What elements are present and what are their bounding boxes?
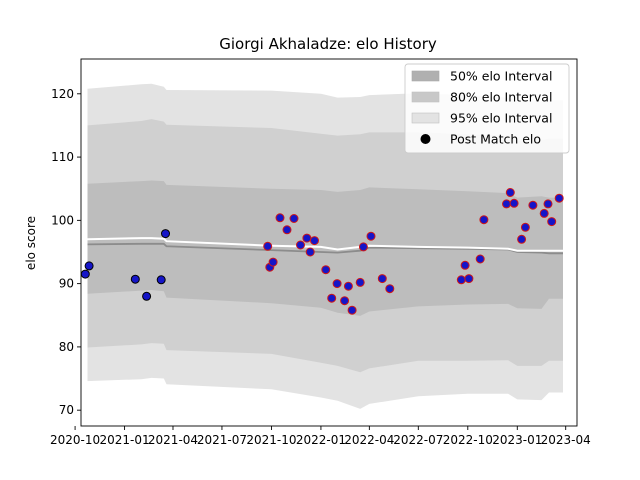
legend-label: Post Match elo: [450, 132, 541, 147]
legend-label: 80% elo Interval: [450, 90, 552, 105]
post-match-point: [377, 274, 387, 284]
post-match-point: [539, 208, 549, 218]
x-tick-label: 2022-04: [344, 433, 394, 447]
post-match-point: [479, 215, 489, 225]
mean-elo-line: [87, 242, 563, 255]
x-tick-label: 2023-01: [492, 433, 542, 447]
post-match-point: [142, 291, 152, 301]
post-match-points: [80, 188, 564, 315]
legend: 50% elo Interval 80% elo Interval 95% elo …: [404, 63, 570, 154]
x-tick-label: 2023-04: [541, 433, 591, 447]
post-match-point: [321, 265, 331, 275]
y-tick-label: 70: [59, 403, 74, 417]
x-tick-label: 2021-01: [100, 433, 150, 447]
post-match-point: [366, 231, 376, 241]
x-tick-label: 2022-07: [393, 433, 443, 447]
post-match-point: [310, 236, 319, 246]
legend-swatch: [411, 70, 440, 82]
post-match-point: [355, 277, 365, 287]
x-tick-label: 2021-10: [246, 433, 296, 447]
legend-swatch: [411, 112, 440, 124]
post-match-point: [130, 274, 140, 284]
post-match-point: [509, 198, 519, 208]
post-match-point: [84, 261, 94, 271]
post-match-point: [161, 229, 170, 239]
post-match-point: [460, 260, 470, 270]
legend-label: 95% elo Interval: [450, 111, 552, 126]
y-axis: 70 80 90 100 110 120: [51, 87, 81, 417]
post-match-point: [347, 305, 357, 315]
post-match-point: [385, 284, 395, 294]
x-tick-label: 2020-10: [50, 433, 100, 447]
post-match-point: [282, 225, 292, 235]
post-match-point: [547, 217, 557, 227]
post-match-point: [80, 269, 90, 279]
post-match-point: [343, 281, 353, 291]
post-match-point: [358, 242, 368, 252]
post-match-point: [554, 193, 564, 203]
y-tick-label: 110: [51, 150, 74, 164]
post-match-point: [302, 233, 312, 243]
plot-area: [80, 58, 578, 427]
post-match-point: [464, 274, 474, 284]
y-tick-label: 90: [59, 277, 74, 291]
legend-marker: [420, 134, 431, 144]
post-match-point: [456, 275, 466, 285]
y-axis-label: elo score: [24, 216, 38, 270]
interval-bands: [87, 83, 563, 409]
post-match-point: [275, 213, 285, 223]
post-match-point: [517, 234, 527, 244]
x-tick-label: 2022-10: [443, 433, 493, 447]
chart-title: Giorgi Akhaladze: elo History: [219, 35, 437, 53]
x-tick-label: 2022-01: [296, 433, 346, 447]
post-match-point: [505, 188, 515, 197]
y-tick-label: 120: [51, 87, 74, 101]
axes-frame: [80, 58, 578, 427]
y-tick-label: 100: [51, 213, 74, 227]
post-match-point: [296, 240, 305, 250]
post-match-point: [305, 247, 315, 257]
post-match-point: [475, 254, 485, 264]
post-match-point: [156, 275, 166, 285]
post-match-point: [528, 200, 538, 210]
x-tick-label: 2021-07: [197, 433, 247, 447]
post-match-point: [502, 199, 511, 209]
legend-swatch: [411, 91, 440, 103]
x-tick-label: 2021-04: [148, 433, 198, 447]
y-tick-label: 80: [59, 340, 74, 354]
post-match-point: [289, 214, 299, 223]
legend-label: 50% elo Interval: [450, 69, 552, 84]
post-match-point: [543, 199, 553, 209]
post-match-point: [332, 279, 342, 289]
post-match-point: [263, 241, 273, 251]
post-match-point: [327, 293, 337, 303]
post-match-point: [340, 296, 350, 306]
post-match-point: [520, 222, 530, 232]
legend-box: [404, 63, 570, 154]
post-match-point: [268, 257, 278, 267]
